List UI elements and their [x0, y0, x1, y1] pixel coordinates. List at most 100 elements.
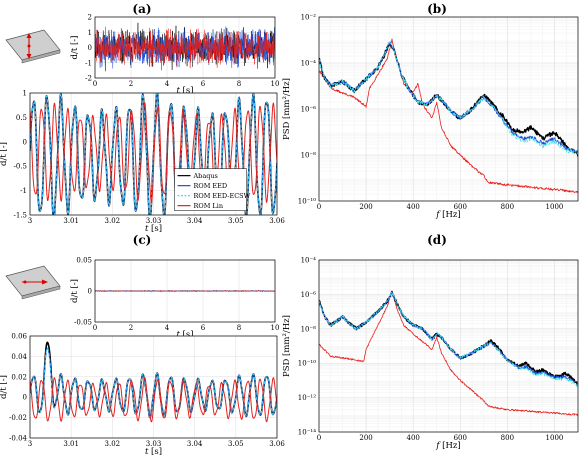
series-rom-lin	[95, 290, 275, 292]
x-tick-label: 800	[501, 203, 514, 211]
plate-out-of-plane-icon	[5, 29, 61, 64]
plate-in-plane-icon	[5, 265, 61, 300]
y-tick-label: -2	[85, 75, 92, 83]
x-tick-label: 2	[129, 324, 133, 332]
series-rom-eed-ecsw	[319, 42, 578, 155]
series-rom-lin	[319, 290, 578, 416]
panel-label-c: (c)	[133, 233, 152, 247]
y-axis-label: d/t [-]	[0, 375, 9, 399]
y-tick-label: 0.06	[11, 333, 27, 341]
y-tick-label: 10⁻⁸	[301, 152, 317, 160]
axes-frame	[318, 16, 579, 202]
y-tick-label: -0.05	[74, 319, 92, 327]
series-rom-lin	[95, 28, 275, 69]
y-axis-label: d/t [-]	[70, 36, 80, 60]
series-rom-lin	[30, 377, 277, 423]
y-tick-label: 10⁻¹⁴	[298, 429, 316, 437]
series-rom-eed-ecsw	[319, 291, 578, 388]
y-tick-label: 10⁻⁶	[301, 291, 317, 299]
x-tick-label: 3.05	[228, 217, 244, 225]
x-tick-label: 8	[237, 324, 241, 332]
y-tick-label: 10⁻²	[301, 14, 317, 22]
y-tick-label: 0	[23, 394, 27, 402]
y-tick-label: 10⁻⁸	[301, 325, 317, 333]
x-tick-label: 0	[317, 203, 321, 211]
y-axis-label: PSD [mm²/Hz]	[282, 315, 292, 377]
legend: Abaqus ROM EED ROM EED-ECSW ROM Lin	[174, 168, 251, 211]
legend-label: Abaqus	[192, 172, 217, 180]
y-tick-label: 0	[23, 138, 27, 146]
axes-frame	[29, 92, 278, 216]
axes-c_main: 3 3.01 3.02 3.03 3.04 3.05 3.06 -0.04 -0.02 0 0.02…	[0, 333, 285, 458]
y-tick-label: 2	[88, 14, 92, 22]
x-tick-label: 10	[271, 324, 280, 332]
y-tick-label: -0.5	[14, 163, 28, 171]
axes-frame	[29, 335, 278, 439]
x-tick-label: 3	[28, 440, 32, 448]
y-tick-label: 10⁻⁴	[301, 60, 317, 68]
x-tick-label: 3.03	[146, 217, 162, 225]
x-tick-label: 1000	[546, 434, 564, 442]
x-tick-label: 0	[317, 434, 321, 442]
x-tick-label: 6	[201, 324, 206, 332]
x-tick-label: 3.04	[187, 440, 203, 448]
x-tick-label: 400	[406, 434, 419, 442]
x-axis-label: f [Hz]	[435, 210, 460, 220]
x-tick-label: 200	[359, 434, 372, 442]
x-tick-label: 6	[201, 80, 206, 88]
y-axis-label: d/t [-]	[0, 142, 9, 166]
y-tick-label: 0	[88, 288, 92, 296]
y-tick-label: 0.04	[11, 353, 27, 361]
y-tick-label: 10⁻⁴	[301, 257, 317, 265]
x-tick-label: 3.04	[187, 217, 203, 225]
y-tick-label: 10⁻¹⁰	[298, 198, 316, 206]
y-tick-label: -1.5	[14, 212, 28, 220]
y-axis-label: PSD [mm²/Hz]	[282, 78, 292, 140]
axes-frame	[94, 259, 276, 323]
axes-d_psd: 0 200 400 600 800 1000 10⁻¹⁴ 10⁻¹² 10⁻¹⁰ 10⁻⁸ 10⁻⁶…	[282, 257, 579, 451]
axes-a_main: 3 3.01 3.02 3.03 3.04 3.05 3.06 -1.5 -1 -0.5 0 0.5 1…	[0, 90, 285, 235]
y-axis-label: d/t [-]	[70, 279, 80, 303]
x-tick-label: 4	[165, 80, 170, 88]
legend-label: ROM EED-ECSW	[193, 192, 250, 200]
axes-a_inset: 0 2 4 6 8 10 -2 -1 0 1 2 t [s] d/t [-]	[70, 14, 279, 97]
x-tick-label: 10	[271, 80, 280, 88]
x-axis-label: t [s]	[145, 224, 162, 234]
x-axis-label: t [s]	[176, 330, 193, 340]
y-tick-label: -0.02	[9, 414, 27, 422]
x-tick-label: 3.06	[269, 440, 285, 448]
x-tick-label: 200	[359, 203, 372, 211]
y-tick-label: 0.5	[16, 114, 27, 122]
x-tick-label: 4	[165, 324, 170, 332]
x-tick-label: 3.02	[105, 217, 121, 225]
y-tick-label: 1	[88, 29, 92, 37]
y-tick-label: -1	[20, 187, 27, 195]
y-tick-label: 10⁻¹²	[298, 394, 316, 402]
x-axis-label: t [s]	[145, 447, 162, 457]
x-tick-label: 1000	[546, 203, 564, 211]
series-rom-lin	[319, 38, 578, 194]
axes-frame	[318, 259, 579, 433]
panel-label-d: (d)	[427, 233, 447, 247]
y-tick-label: 0.02	[11, 373, 27, 381]
x-tick-label: 3.01	[63, 440, 79, 448]
legend-label: ROM Lin	[193, 202, 223, 210]
legend-label: ROM EED	[193, 182, 227, 190]
x-tick-label: 3.05	[228, 440, 244, 448]
panel-label-b: (b)	[427, 2, 447, 16]
y-tick-label: 0	[88, 44, 92, 52]
x-tick-label: 2	[129, 80, 133, 88]
x-tick-label: 0	[93, 324, 97, 332]
x-tick-label: 8	[237, 80, 241, 88]
x-tick-label: 400	[406, 203, 419, 211]
x-tick-label: 3.02	[105, 440, 121, 448]
y-tick-label: -1	[85, 59, 92, 67]
y-tick-label: 10⁻⁶	[301, 106, 317, 114]
axes-b_psd: 0 200 400 600 800 1000 10⁻¹⁰ 10⁻⁸ 10⁻⁶ 10⁻⁴ 10⁻² f …	[282, 14, 579, 220]
x-tick-label: 600	[454, 434, 467, 442]
y-tick-label: 10⁻¹⁰	[298, 360, 316, 368]
axes-frame	[94, 16, 276, 79]
x-axis-label: t [s]	[176, 86, 193, 96]
x-tick-label: 600	[454, 203, 467, 211]
